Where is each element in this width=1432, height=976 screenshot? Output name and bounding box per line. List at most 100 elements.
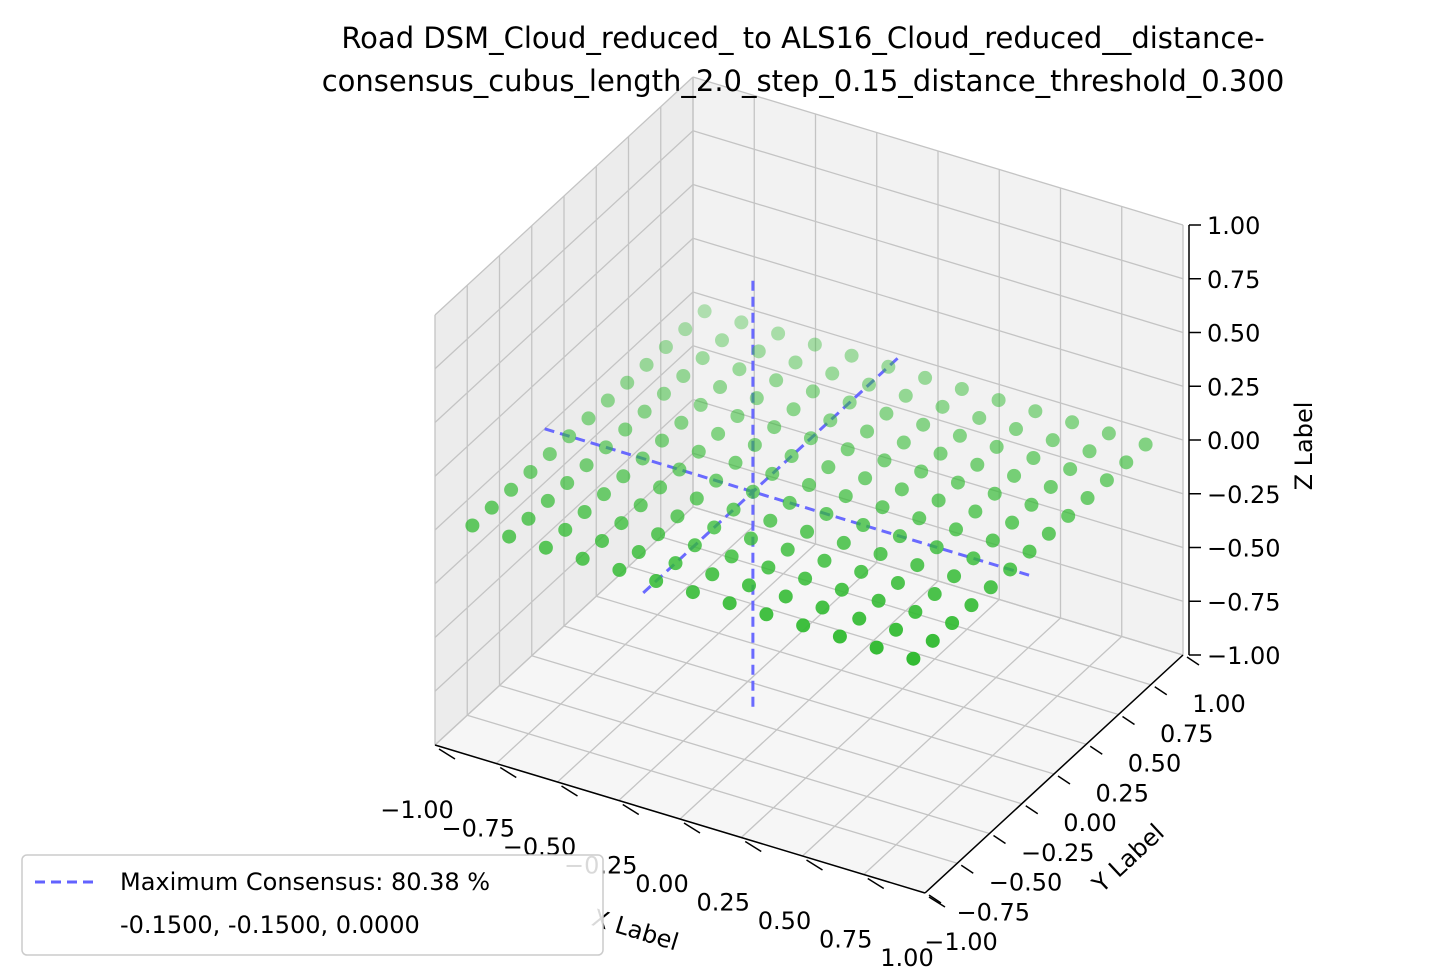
point [598, 440, 613, 455]
point [782, 495, 797, 510]
y-axis [924, 654, 1184, 894]
point [1045, 433, 1060, 448]
point [558, 522, 573, 537]
grid-line [692, 291, 1184, 441]
point [749, 391, 764, 406]
point [649, 574, 664, 588]
point [713, 380, 728, 395]
point [639, 357, 654, 372]
point [918, 370, 933, 385]
grid-line [434, 345, 694, 585]
x-tick [928, 896, 946, 908]
point [600, 393, 615, 408]
point [881, 359, 896, 374]
point [825, 366, 840, 381]
consensus-line-y [642, 353, 903, 595]
point [952, 428, 967, 443]
point [966, 551, 981, 566]
point [1026, 451, 1041, 465]
y-tick-label: 0.00 [1063, 809, 1116, 837]
grid-line [434, 76, 694, 316]
point [732, 362, 747, 377]
point [705, 567, 720, 582]
grid-line [692, 506, 1184, 656]
point [651, 527, 666, 542]
point [1082, 444, 1097, 459]
grid-line [692, 130, 1184, 280]
x-tick [438, 748, 456, 760]
point [1005, 515, 1020, 530]
point [970, 457, 985, 472]
point [707, 520, 722, 535]
point [954, 382, 969, 396]
x-tick [744, 840, 762, 853]
point [844, 348, 859, 363]
point [854, 564, 869, 579]
point [925, 633, 940, 648]
point [805, 384, 820, 399]
point [786, 402, 801, 417]
point [832, 629, 847, 644]
point [637, 404, 652, 419]
z-tick-label: 0.75 [1207, 266, 1260, 294]
point [894, 482, 909, 497]
point [674, 415, 689, 430]
legend-label: -0.1500, -0.1500, 0.0000 [120, 911, 420, 939]
point [1041, 526, 1056, 541]
point [780, 542, 795, 557]
point [807, 337, 822, 352]
point [618, 422, 633, 437]
point [726, 502, 741, 517]
y-tick-label: 1.00 [1192, 690, 1245, 718]
point [873, 547, 888, 561]
point [862, 377, 876, 392]
point [691, 444, 706, 459]
point [596, 487, 611, 502]
point [676, 368, 691, 383]
point [1138, 437, 1153, 452]
point [631, 545, 646, 560]
grid-line [434, 130, 694, 370]
point [778, 589, 793, 604]
y-tick-label: 0.50 [1128, 750, 1181, 778]
point [769, 373, 784, 388]
point [1065, 415, 1080, 430]
point [678, 322, 693, 337]
point [945, 616, 960, 630]
marks [465, 276, 1153, 707]
point [709, 473, 724, 488]
x-tick-label: −1.00 [380, 796, 454, 824]
point [743, 531, 758, 546]
point [838, 489, 853, 504]
y-tick-label: −1.00 [924, 928, 998, 956]
point [1024, 497, 1039, 512]
point [1063, 462, 1078, 477]
point [653, 480, 668, 495]
point [581, 411, 596, 426]
point [817, 553, 832, 568]
y-tick [1154, 686, 1168, 696]
point [734, 315, 749, 330]
point [784, 449, 799, 464]
point [687, 538, 702, 553]
point [798, 571, 813, 586]
point [912, 511, 927, 526]
point [465, 518, 480, 533]
grid-line [467, 714, 958, 864]
panes: −1.00−0.75−0.50−0.250.000.250.500.751.00… [380, 76, 1318, 972]
point [989, 439, 1004, 454]
point [860, 424, 875, 439]
point [836, 535, 851, 550]
point [877, 453, 892, 468]
x-tick [867, 877, 885, 890]
point [1080, 491, 1095, 506]
z-tick-label: −0.75 [1207, 588, 1281, 616]
point [933, 446, 948, 461]
x-tick [683, 822, 701, 834]
point [892, 529, 907, 544]
x-tick-label: 0.50 [758, 907, 811, 935]
point [927, 587, 942, 602]
point [747, 437, 762, 452]
point [614, 516, 629, 531]
